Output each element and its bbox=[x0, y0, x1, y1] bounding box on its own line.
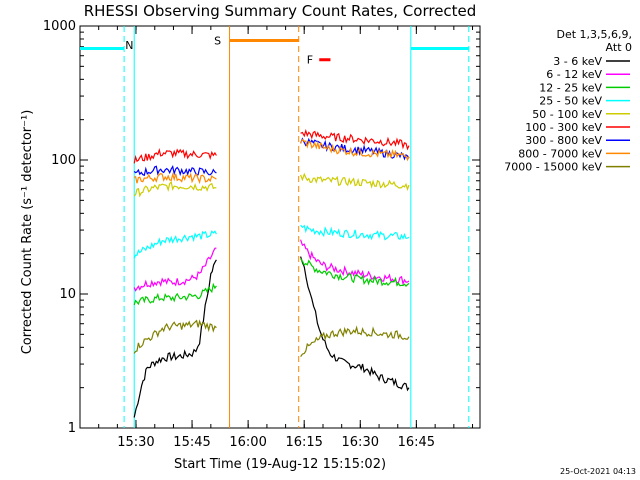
chart-title: RHESSI Observing Summary Count Rates, Co… bbox=[84, 2, 477, 20]
legend-label: 50 - 100 keV bbox=[532, 108, 602, 121]
series-line bbox=[133, 165, 217, 177]
series-line bbox=[300, 128, 410, 151]
plot-frame bbox=[79, 25, 481, 429]
series-line bbox=[133, 172, 217, 185]
series-line bbox=[300, 138, 410, 162]
render-timestamp: 25-Oct-2021 04:13 bbox=[560, 467, 636, 476]
legend-label: 25 - 50 keV bbox=[539, 95, 602, 108]
series-line bbox=[300, 258, 410, 288]
x-tick-label: 16:30 bbox=[342, 435, 379, 450]
legend-label: 800 - 7000 keV bbox=[518, 147, 602, 160]
y-tick-label: 10 bbox=[59, 287, 76, 302]
plot-area: 1 10 100 1000 15:30 15:45 16:00 16:15 16:30 16:45… bbox=[43, 19, 481, 450]
x-axis-label: Start Time (19-Aug-12 15:15:02) bbox=[174, 457, 386, 472]
annotation-label: S bbox=[214, 34, 221, 47]
series-line bbox=[300, 224, 410, 241]
series-line bbox=[300, 172, 410, 191]
legend-label: 7000 - 15000 keV bbox=[504, 161, 602, 174]
series-line bbox=[133, 282, 217, 306]
legend-label: 3 - 6 keV bbox=[553, 55, 602, 68]
x-tick-label: 15:45 bbox=[173, 435, 210, 450]
series-line bbox=[133, 180, 217, 198]
legend-label: 300 - 800 keV bbox=[525, 134, 602, 147]
x-tick-label: 15:30 bbox=[117, 435, 154, 450]
y-tick-label: 100 bbox=[51, 153, 76, 168]
y-tick-label: 1000 bbox=[43, 19, 76, 34]
x-tick-label: 16:45 bbox=[398, 435, 435, 450]
y-tick-label: 1 bbox=[68, 421, 76, 436]
legend-header-line-1: Det 1,3,5,6,9, bbox=[556, 28, 632, 41]
series-line bbox=[133, 247, 217, 292]
legend-label: 100 - 300 keV bbox=[525, 121, 602, 134]
annotation-label: F bbox=[307, 54, 313, 67]
x-tick-label: 16:15 bbox=[285, 435, 322, 450]
legend-label: 6 - 12 keV bbox=[546, 68, 602, 81]
series-line bbox=[133, 319, 217, 354]
series-line bbox=[300, 325, 410, 357]
series-line bbox=[133, 230, 217, 259]
legend-label: 12 - 25 keV bbox=[539, 81, 602, 94]
x-tick-label: 16:00 bbox=[229, 435, 266, 450]
annotation-label: N bbox=[125, 39, 133, 52]
series-line bbox=[133, 147, 217, 164]
legend-header-line-2: Att 0 bbox=[606, 41, 632, 54]
y-axis-label: Corrected Count Rate (s⁻¹ detector⁻¹) bbox=[20, 110, 35, 355]
